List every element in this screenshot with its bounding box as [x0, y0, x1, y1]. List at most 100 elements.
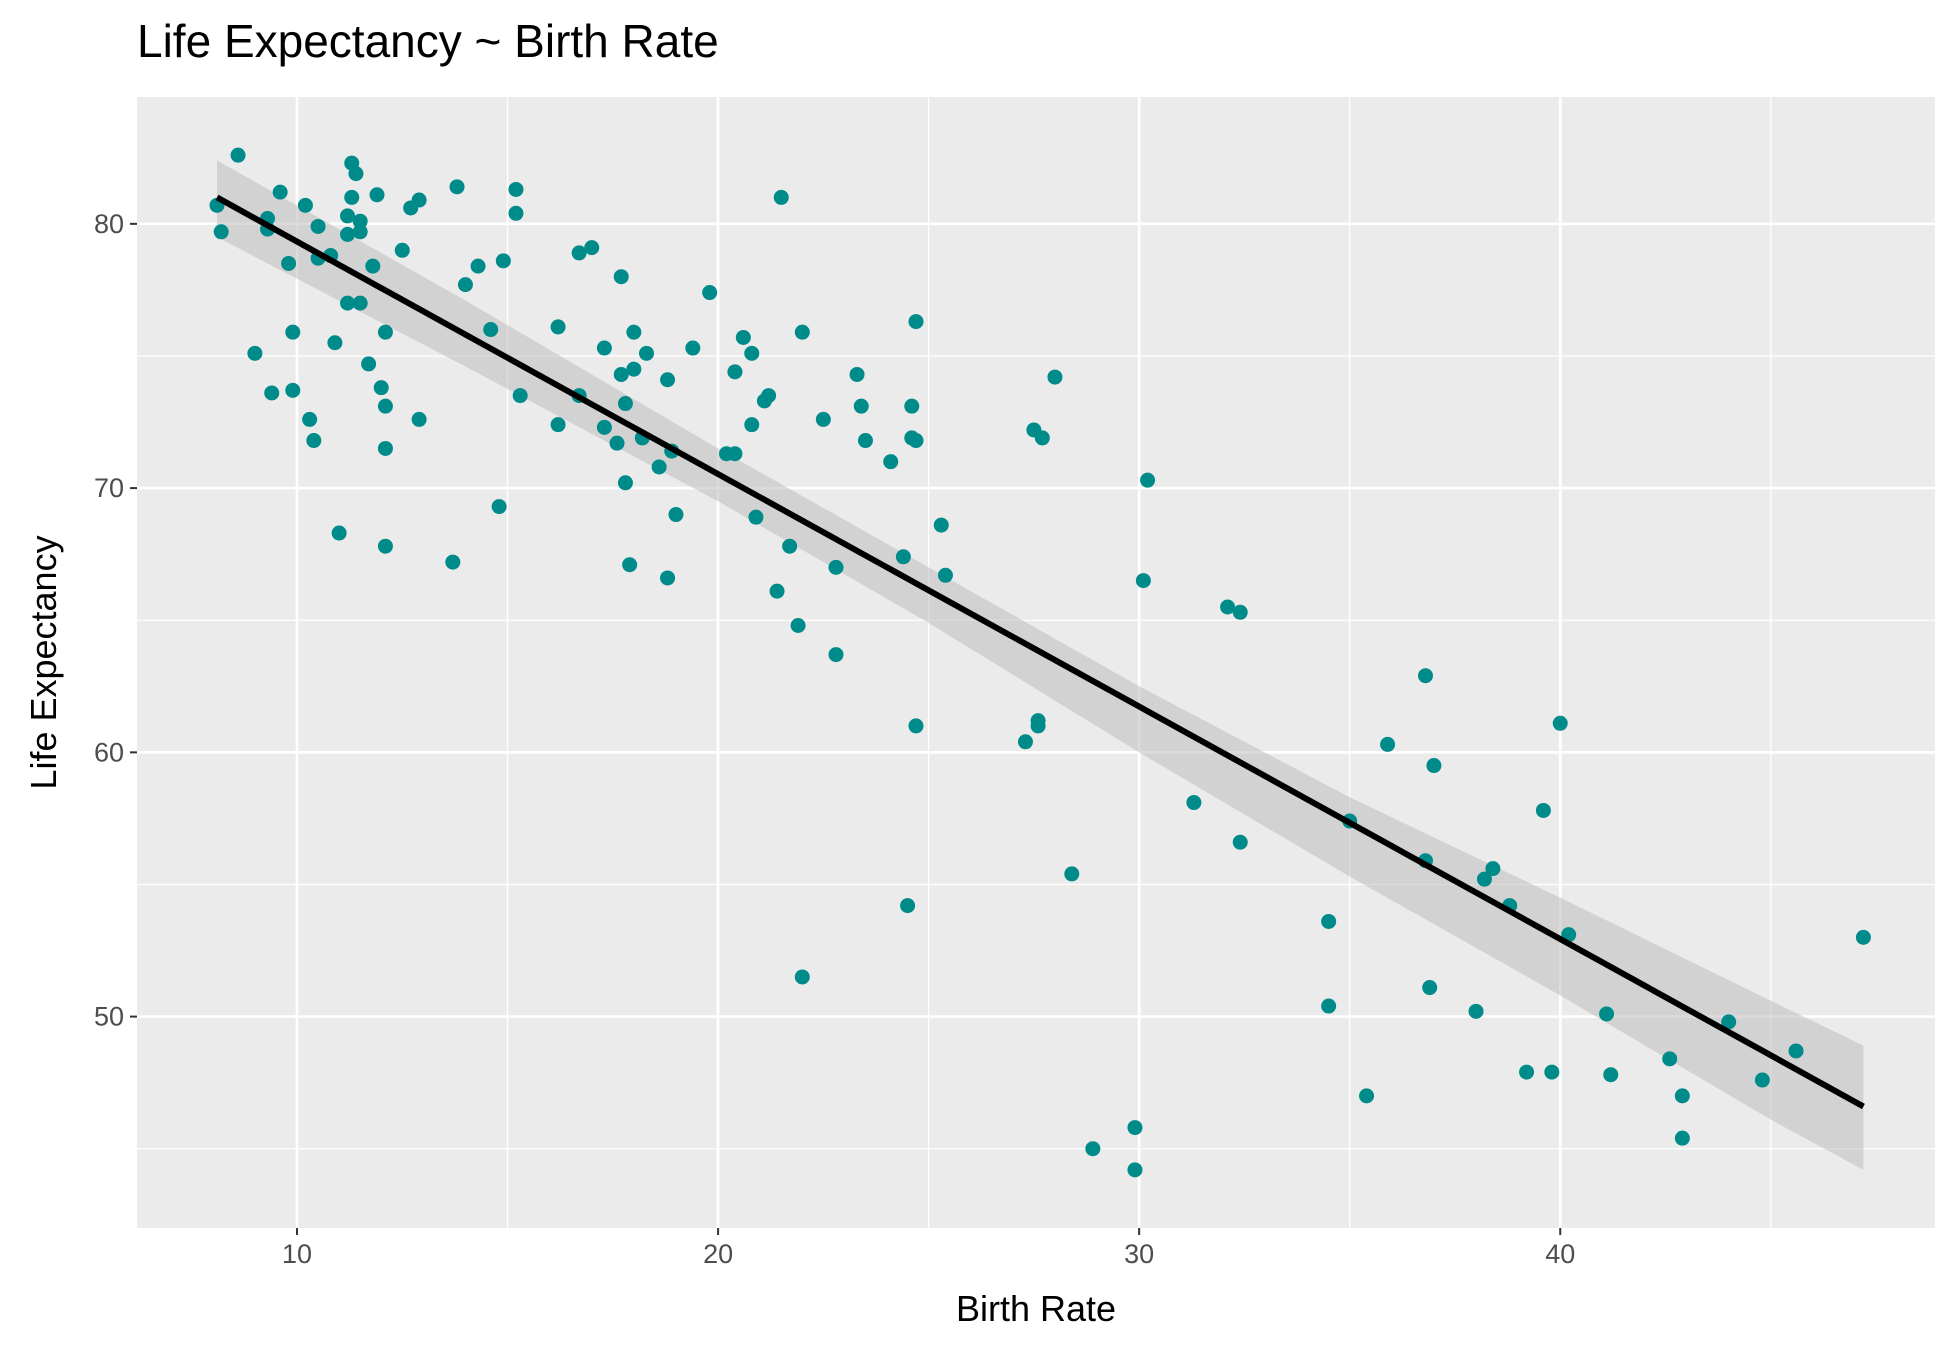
data-point — [596, 419, 612, 435]
data-point — [744, 417, 760, 433]
data-point — [794, 324, 810, 340]
data-point — [617, 475, 633, 491]
data-point — [908, 718, 924, 734]
data-point — [1674, 1130, 1690, 1146]
data-point — [1135, 573, 1151, 589]
data-point — [1186, 795, 1202, 811]
data-point — [285, 382, 301, 398]
data-point — [660, 570, 676, 586]
data-point — [377, 398, 393, 414]
data-point — [1380, 736, 1396, 752]
data-point — [306, 433, 322, 449]
data-point — [794, 969, 810, 985]
data-point — [626, 361, 642, 377]
data-point — [1599, 1006, 1615, 1022]
data-point — [411, 192, 427, 208]
data-point — [782, 538, 798, 554]
x-tick-label: 40 — [1545, 1239, 1575, 1269]
data-point — [1754, 1072, 1770, 1088]
data-point — [373, 380, 389, 396]
data-point — [512, 388, 528, 404]
data-point — [828, 647, 844, 663]
major-gridlines — [137, 97, 1935, 1228]
data-point — [769, 583, 785, 599]
data-point — [571, 245, 587, 261]
data-point — [483, 322, 499, 338]
data-point — [1552, 715, 1568, 731]
y-tick-label: 60 — [94, 737, 124, 767]
data-point — [213, 224, 229, 240]
data-point — [660, 372, 676, 388]
data-point — [1662, 1051, 1678, 1067]
data-point — [727, 364, 743, 380]
data-point — [1417, 668, 1433, 684]
data-point — [1232, 604, 1248, 620]
data-point — [773, 189, 789, 205]
data-point — [849, 366, 865, 382]
data-point — [900, 898, 916, 914]
data-point — [1603, 1067, 1619, 1083]
data-point — [651, 459, 667, 475]
data-point — [609, 435, 625, 451]
data-point — [340, 208, 356, 224]
data-point — [1127, 1120, 1143, 1136]
data-point — [377, 440, 393, 456]
y-axis-title: Life Expectancy — [23, 535, 64, 789]
data-point — [685, 340, 701, 356]
data-point — [790, 618, 806, 634]
data-point — [1140, 472, 1156, 488]
data-point — [761, 388, 777, 404]
data-point — [352, 224, 368, 240]
data-point — [1674, 1088, 1690, 1104]
data-point — [352, 295, 368, 311]
data-point — [1544, 1064, 1560, 1080]
data-point — [1232, 834, 1248, 850]
data-point — [230, 147, 246, 163]
data-point — [702, 285, 718, 301]
data-point — [617, 396, 633, 412]
data-point — [344, 189, 360, 205]
data-point — [449, 179, 465, 195]
data-point — [331, 525, 347, 541]
data-point — [348, 166, 364, 182]
data-point — [508, 181, 524, 197]
data-point — [1030, 718, 1046, 734]
data-point — [285, 324, 301, 340]
data-point — [904, 398, 920, 414]
data-point — [352, 213, 368, 229]
data-point — [1220, 599, 1236, 615]
data-point — [340, 295, 356, 311]
y-tick-label: 50 — [94, 1002, 124, 1032]
data-point — [908, 314, 924, 330]
data-point — [908, 433, 924, 449]
y-tick-label: 70 — [94, 473, 124, 503]
data-point — [1017, 734, 1033, 750]
data-point — [626, 324, 642, 340]
data-point — [550, 417, 566, 433]
data-point — [1721, 1014, 1737, 1030]
data-point — [369, 187, 385, 203]
data-point — [1519, 1064, 1535, 1080]
data-point — [297, 197, 313, 213]
data-point — [445, 554, 461, 570]
data-point — [310, 218, 326, 234]
data-point — [815, 411, 831, 427]
data-point — [1426, 758, 1442, 774]
data-point — [264, 385, 280, 401]
data-point — [508, 205, 524, 221]
regression-line — [215, 194, 1865, 1110]
data-point — [470, 258, 486, 274]
data-point — [1064, 866, 1080, 882]
x-tick-label: 30 — [1124, 1239, 1154, 1269]
data-point — [613, 269, 629, 285]
data-point — [584, 240, 600, 256]
data-point — [247, 345, 263, 361]
data-point — [1476, 871, 1492, 887]
data-point — [327, 335, 343, 351]
data-point — [1788, 1043, 1804, 1059]
data-point — [622, 557, 638, 573]
data-point — [272, 184, 288, 200]
data-point — [377, 538, 393, 554]
data-point — [495, 253, 511, 269]
data-point — [613, 366, 629, 382]
